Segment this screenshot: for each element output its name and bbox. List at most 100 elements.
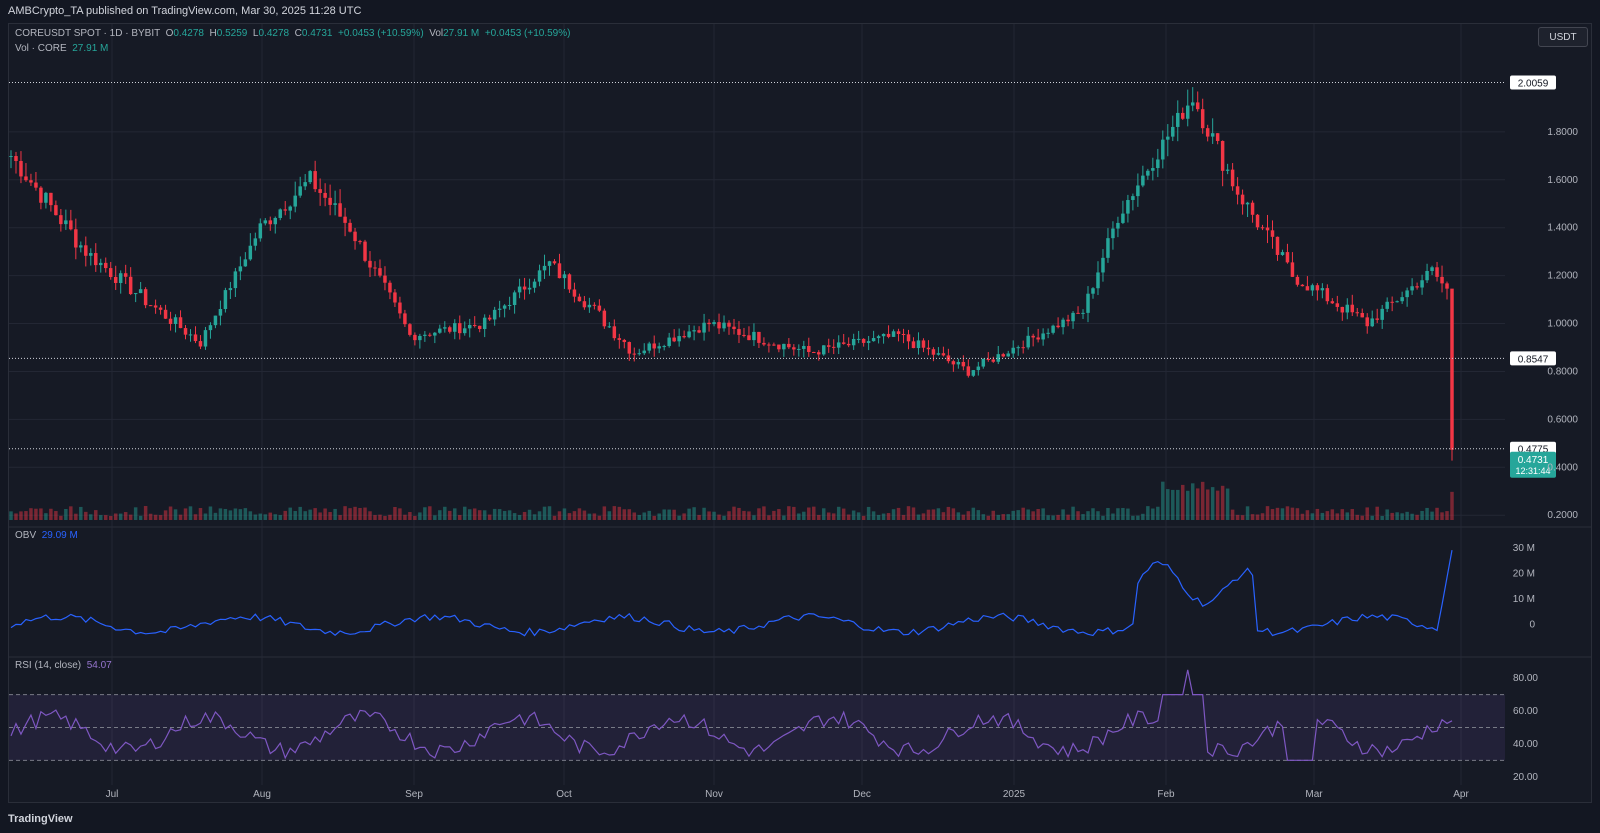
close-label: C (294, 28, 302, 39)
volume-bar (458, 515, 462, 520)
candle-body (1270, 230, 1275, 237)
volume-bar (592, 513, 597, 520)
obv-label[interactable]: OBV (15, 530, 37, 541)
candle-body (856, 338, 861, 340)
candle-body (263, 220, 268, 224)
volume-bar (413, 515, 417, 520)
volume-bar (218, 508, 223, 520)
vol-series-label[interactable]: Vol · CORE (15, 43, 67, 54)
volume-bar (433, 515, 437, 520)
rsi-tick-label: 60.00 (1513, 706, 1538, 717)
volume-bar (1340, 509, 1345, 520)
symbol-label[interactable]: COREUSDT SPOT · 1D · BYBIT (15, 28, 161, 39)
candle-body (906, 334, 911, 342)
volume-bar (323, 508, 327, 520)
candle-body (1161, 139, 1165, 160)
candle-body (831, 346, 836, 348)
candle-body (333, 203, 337, 205)
volume-bar (836, 506, 841, 520)
volume-bar (896, 507, 901, 520)
candle-body (916, 340, 921, 349)
high-label: H (209, 28, 217, 39)
rsi-label[interactable]: RSI (14, close) (15, 660, 82, 671)
volume-bar (657, 513, 661, 520)
candle-body (223, 290, 228, 310)
countdown-text: 12:31:44 (1515, 466, 1550, 476)
volume-bar (1146, 506, 1150, 520)
candle-body (1420, 280, 1424, 288)
volume-bar (368, 511, 372, 520)
candle-body (1275, 236, 1280, 255)
volume-bar (228, 510, 233, 520)
volume-bar (1415, 514, 1419, 520)
volume-bar (487, 514, 492, 520)
candle-body (1235, 186, 1240, 195)
candle-body (293, 195, 297, 207)
candle-body (782, 343, 786, 350)
volume-bar (567, 513, 572, 520)
candle-body (572, 289, 577, 297)
candle-body (1265, 227, 1270, 231)
candle-body (443, 327, 447, 329)
volume-bar (851, 510, 856, 520)
candle-body (1086, 293, 1090, 313)
vol-series-value: 27.91 M (72, 43, 109, 54)
volume-bar (1086, 511, 1090, 520)
volume-bar (722, 515, 726, 520)
volume-bar (492, 508, 497, 520)
volume-bar (1151, 508, 1155, 520)
candle-body (39, 187, 43, 203)
candle-body (1405, 290, 1409, 298)
candle-body (118, 273, 123, 284)
candle-body (792, 347, 796, 350)
volume-bar (1210, 487, 1215, 520)
volume-bar (208, 506, 213, 520)
volume-bar (133, 507, 138, 520)
candle-body (133, 293, 138, 295)
candle-body (218, 309, 223, 316)
volume-bar (1111, 513, 1115, 520)
candle-body (44, 192, 48, 203)
volume-bar (826, 512, 831, 520)
volume-bar (168, 506, 173, 520)
open-label: O (165, 28, 174, 39)
candle-body (1295, 276, 1300, 285)
candle-body (29, 180, 33, 183)
volume-bar (1430, 511, 1434, 520)
x-tick-label: Jul (106, 789, 119, 800)
volume-bar (263, 514, 268, 520)
currency-button[interactable]: USDT (1538, 27, 1588, 47)
candle-body (637, 353, 641, 355)
candle-body (732, 326, 736, 330)
candle-body (951, 361, 956, 365)
candle-body (797, 348, 801, 350)
candle-body (981, 358, 986, 367)
chart-frame[interactable] (8, 23, 1592, 803)
candle-body (1240, 194, 1245, 205)
candle-body (1126, 200, 1130, 214)
candle-body (338, 203, 342, 217)
volume-bar (687, 508, 691, 520)
volume-bar (243, 508, 248, 520)
volume-bar (1375, 506, 1379, 520)
candle-body (1151, 168, 1155, 171)
volume-bar (532, 514, 537, 520)
candle-body (1435, 267, 1439, 277)
volume-bar (747, 511, 751, 520)
volume-bar (1061, 509, 1065, 520)
volume-bar (403, 514, 407, 520)
candle-body (79, 245, 83, 248)
volume-bar (512, 513, 517, 520)
candle-body (1210, 133, 1215, 137)
volume-bar (697, 514, 701, 520)
volume-bar (1066, 514, 1070, 520)
tradingview-logo[interactable]: TradingView (8, 813, 73, 825)
candle-body (268, 220, 273, 225)
candle-body (1185, 105, 1190, 119)
volume-bar (472, 508, 477, 520)
candle-body (368, 260, 372, 268)
volume-bar (677, 515, 681, 520)
volume-bar (482, 510, 487, 520)
candle-body (1225, 169, 1230, 171)
